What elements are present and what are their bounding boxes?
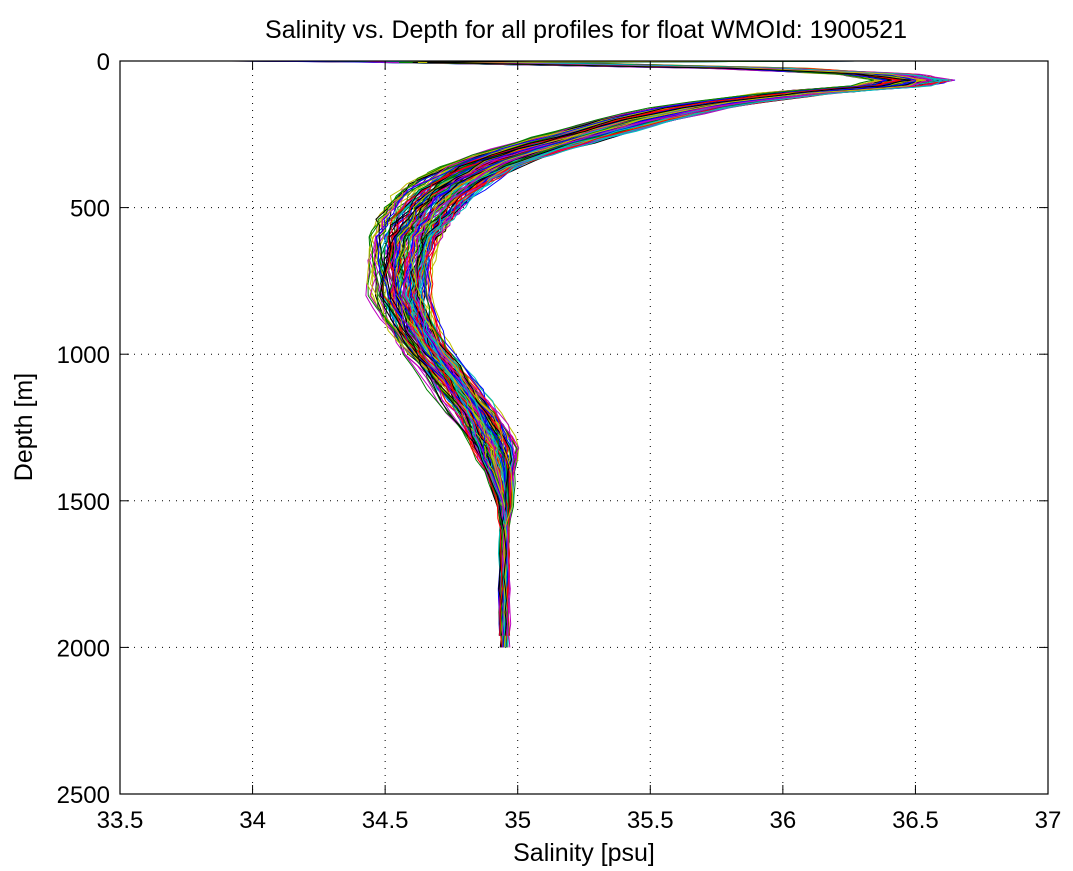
y-tick-label: 1500 <box>57 489 110 516</box>
y-tick-label: 500 <box>70 196 110 223</box>
y-tick-label: 2500 <box>57 782 110 809</box>
x-tick-label: 34 <box>239 807 266 834</box>
x-tick-label: 35 <box>504 807 531 834</box>
profile-line <box>397 60 916 636</box>
x-tick-label: 37 <box>1035 807 1062 834</box>
profile-line <box>416 60 942 636</box>
x-tick-label: 33.5 <box>97 807 144 834</box>
tick-marks <box>119 60 1049 795</box>
x-axis-title: Salinity [psu] <box>513 839 655 867</box>
profile-line <box>388 60 902 636</box>
grid-lines <box>120 61 1048 794</box>
y-tick-label: 2000 <box>57 635 110 662</box>
profile-line <box>369 60 882 636</box>
profile-line <box>380 60 911 636</box>
x-tick-label: 34.5 <box>362 807 409 834</box>
profile-lines <box>229 60 956 648</box>
x-tick-labels: 33.5 34 34.5 35 35.5 36 36.5 37 <box>97 807 1062 834</box>
x-tick-label: 36 <box>770 807 797 834</box>
profile-line <box>420 60 949 636</box>
plot-frame <box>119 60 1049 795</box>
profile-line <box>401 60 933 636</box>
x-tick-label: 36.5 <box>892 807 939 834</box>
profile-line <box>410 60 927 636</box>
y-tick-label: 1000 <box>57 342 110 369</box>
x-tick-label: 35.5 <box>627 807 674 834</box>
chart-title: Salinity vs. Depth for all profiles for … <box>265 16 907 44</box>
y-tick-label: 0 <box>97 49 110 76</box>
profile-line <box>375 60 888 636</box>
y-tick-labels: 0 500 1000 1500 2000 2500 <box>57 49 110 809</box>
profile-line <box>396 60 910 648</box>
y-axis-title: Depth [m] <box>10 373 38 481</box>
